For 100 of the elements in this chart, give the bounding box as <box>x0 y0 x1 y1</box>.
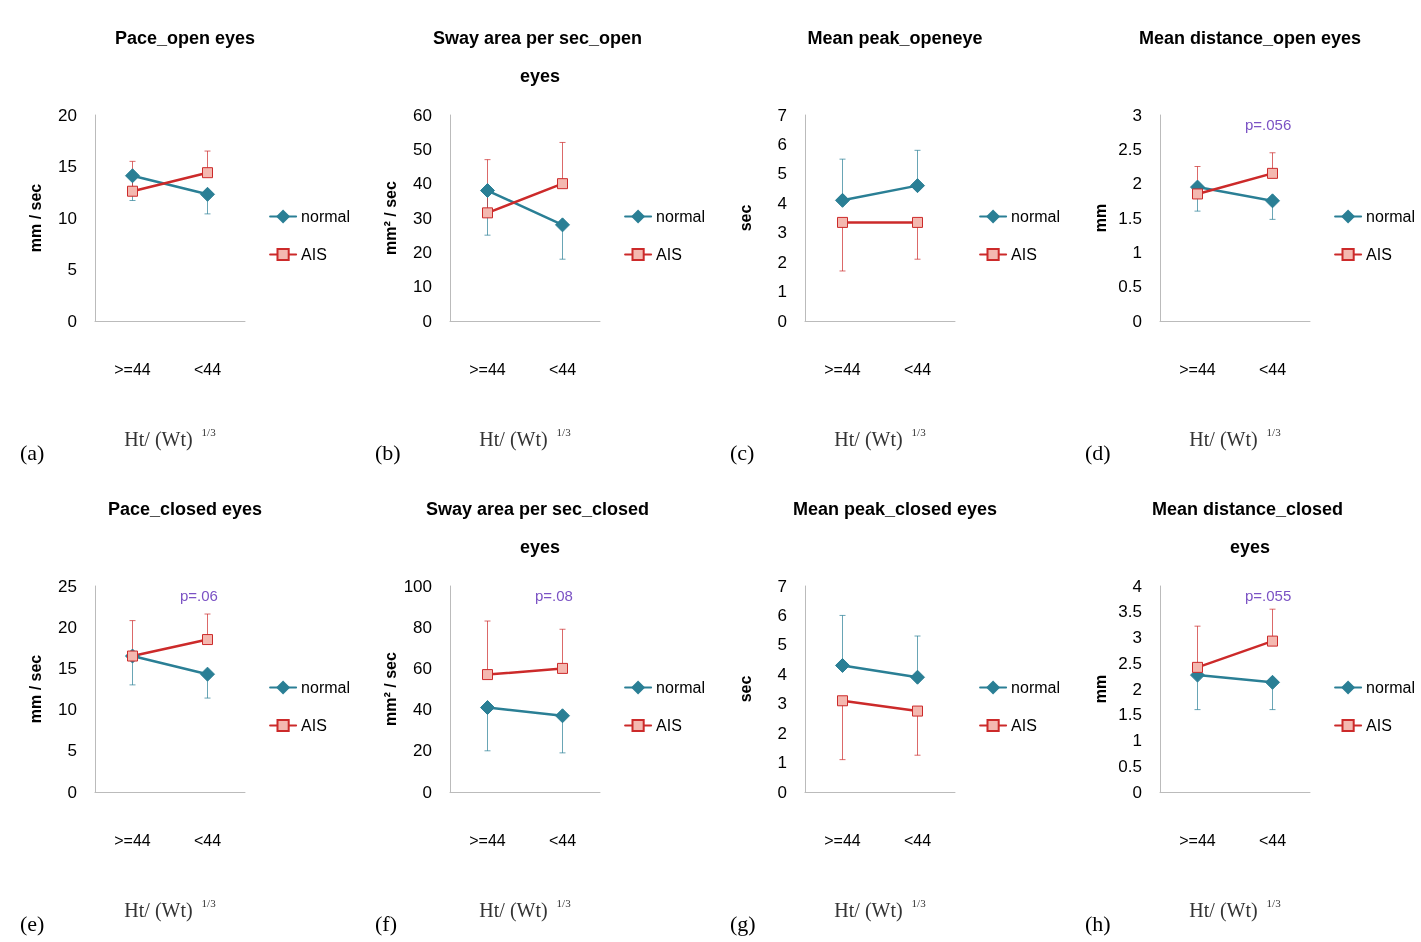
y-tick-label: 6 <box>777 605 787 625</box>
y-tick-label: 20 <box>413 242 432 262</box>
x-axis-title: Ht/ (Wt) 1/3 <box>834 896 927 922</box>
point <box>1192 188 1203 200</box>
y-tick-label: 2 <box>777 252 787 272</box>
y-tick-label: 0 <box>1132 311 1142 331</box>
text: (h) <box>1085 910 1111 936</box>
legend-label: AIS <box>656 717 682 734</box>
legend-label: normal <box>1011 208 1060 225</box>
y-axis-title: sec <box>736 204 754 232</box>
y-tick-label: 20 <box>413 741 432 761</box>
y-tick-label: 0 <box>422 311 432 331</box>
legend-label: AIS <box>1011 717 1037 734</box>
point <box>1267 635 1278 647</box>
point <box>200 666 215 682</box>
point <box>557 178 568 190</box>
y-tick-label: 3.5 <box>1118 602 1142 622</box>
point <box>555 217 570 233</box>
legend-label: normal <box>301 208 350 225</box>
legend-label: AIS <box>656 246 682 263</box>
x-axis-title: Ht/ (Wt) 1/3 <box>1189 896 1282 922</box>
chart-title: Sway area per sec_closed eyes <box>425 499 655 557</box>
y-tick-label: 25 <box>58 576 77 596</box>
x-axis-title: Ht/ (Wt) 1/3 <box>1189 425 1282 451</box>
y-tick-label: 0.5 <box>1118 756 1142 776</box>
y-tick-label: 0.5 <box>1118 277 1142 297</box>
y-tick-label: 100 <box>403 576 432 596</box>
annotation: p=.055 <box>1245 587 1292 604</box>
y-tick-label: 0 <box>777 782 787 802</box>
y-tick-label: 3 <box>1132 105 1142 125</box>
chart-title: Mean distance_closed eyes <box>1151 499 1349 557</box>
y-tick-label: 2 <box>1132 174 1142 194</box>
y-axis-title: mm² / sec <box>381 180 399 255</box>
x-axis-title: Ht/ (Wt) 1/3 <box>479 425 572 451</box>
y-tick-label: 4 <box>1132 576 1142 596</box>
x-tick-label: >=44 <box>824 360 861 378</box>
y-tick-label: 5 <box>777 635 787 655</box>
chart-title: Mean peak_closed eyes <box>792 499 998 519</box>
y-tick-label: 0 <box>777 311 787 331</box>
legend-label: normal <box>1366 208 1415 225</box>
point <box>912 705 923 717</box>
legend-label: normal <box>656 679 705 696</box>
y-tick-label: 10 <box>58 700 77 720</box>
point <box>837 695 848 707</box>
y-tick-label: 6 <box>777 134 787 154</box>
y-axis-title: mm <box>1091 203 1109 233</box>
y-tick-label: 4 <box>777 664 787 684</box>
legend-label: AIS <box>301 246 327 263</box>
y-tick-label: 4 <box>777 193 787 213</box>
point <box>912 216 923 228</box>
y-axis-title: sec <box>736 675 754 703</box>
text: (d) <box>1085 439 1111 465</box>
point <box>910 178 925 194</box>
y-tick-label: 0 <box>422 782 432 802</box>
point <box>480 700 495 716</box>
legend-label: normal <box>1366 679 1415 696</box>
x-tick-label: <44 <box>548 831 577 849</box>
y-tick-label: 7 <box>777 105 787 125</box>
point <box>1267 167 1278 179</box>
annotation: p=.06 <box>180 587 218 604</box>
x-tick-label: <44 <box>1258 831 1287 849</box>
point <box>555 708 570 724</box>
point <box>835 192 850 208</box>
text: (a) <box>20 439 45 465</box>
legend-label: normal <box>656 208 705 225</box>
y-tick-label: 1 <box>777 753 787 773</box>
point <box>202 167 213 179</box>
x-tick-label: >=44 <box>114 360 151 378</box>
point <box>202 634 213 646</box>
point <box>1192 661 1203 673</box>
point <box>200 186 215 202</box>
x-axis-title: Ht/ (Wt) 1/3 <box>124 896 217 922</box>
y-tick-label: 1 <box>777 282 787 302</box>
point <box>910 669 925 685</box>
y-axis-title: mm <box>1091 674 1109 704</box>
y-tick-label: 2 <box>777 723 787 743</box>
point <box>125 168 140 184</box>
y-axis-title: mm² / sec <box>381 651 399 726</box>
y-tick-label: 0 <box>67 782 77 802</box>
legend-label: AIS <box>1366 717 1392 734</box>
chart-title: Pace_open eyes <box>114 28 256 48</box>
y-tick-label: 40 <box>413 174 432 194</box>
y-tick-label: 1 <box>1132 731 1142 750</box>
text: (f) <box>375 910 397 936</box>
point <box>482 207 493 219</box>
x-tick-label: >=44 <box>824 831 861 849</box>
x-tick-label: >=44 <box>469 360 506 378</box>
point <box>837 216 848 228</box>
legend-label: AIS <box>1366 246 1392 263</box>
y-axis-title: mm / sec <box>26 183 44 253</box>
point <box>480 183 495 199</box>
y-tick-label: 60 <box>413 105 432 125</box>
y-tick-label: 3 <box>777 694 787 714</box>
text: (e) <box>20 910 45 936</box>
x-tick-label: <44 <box>548 360 577 378</box>
y-tick-label: 1.5 <box>1118 208 1142 228</box>
point <box>1265 193 1280 209</box>
x-tick-label: >=44 <box>469 831 506 849</box>
chart-title: Pace_closed eyes <box>107 499 263 519</box>
y-tick-label: 30 <box>413 208 432 228</box>
